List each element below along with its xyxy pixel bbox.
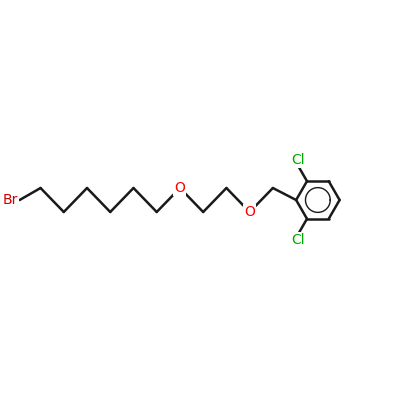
Text: Cl: Cl (291, 233, 304, 247)
Text: Cl: Cl (291, 153, 304, 167)
Text: Br: Br (2, 193, 18, 207)
Text: O: O (174, 181, 185, 195)
Text: O: O (244, 205, 255, 219)
